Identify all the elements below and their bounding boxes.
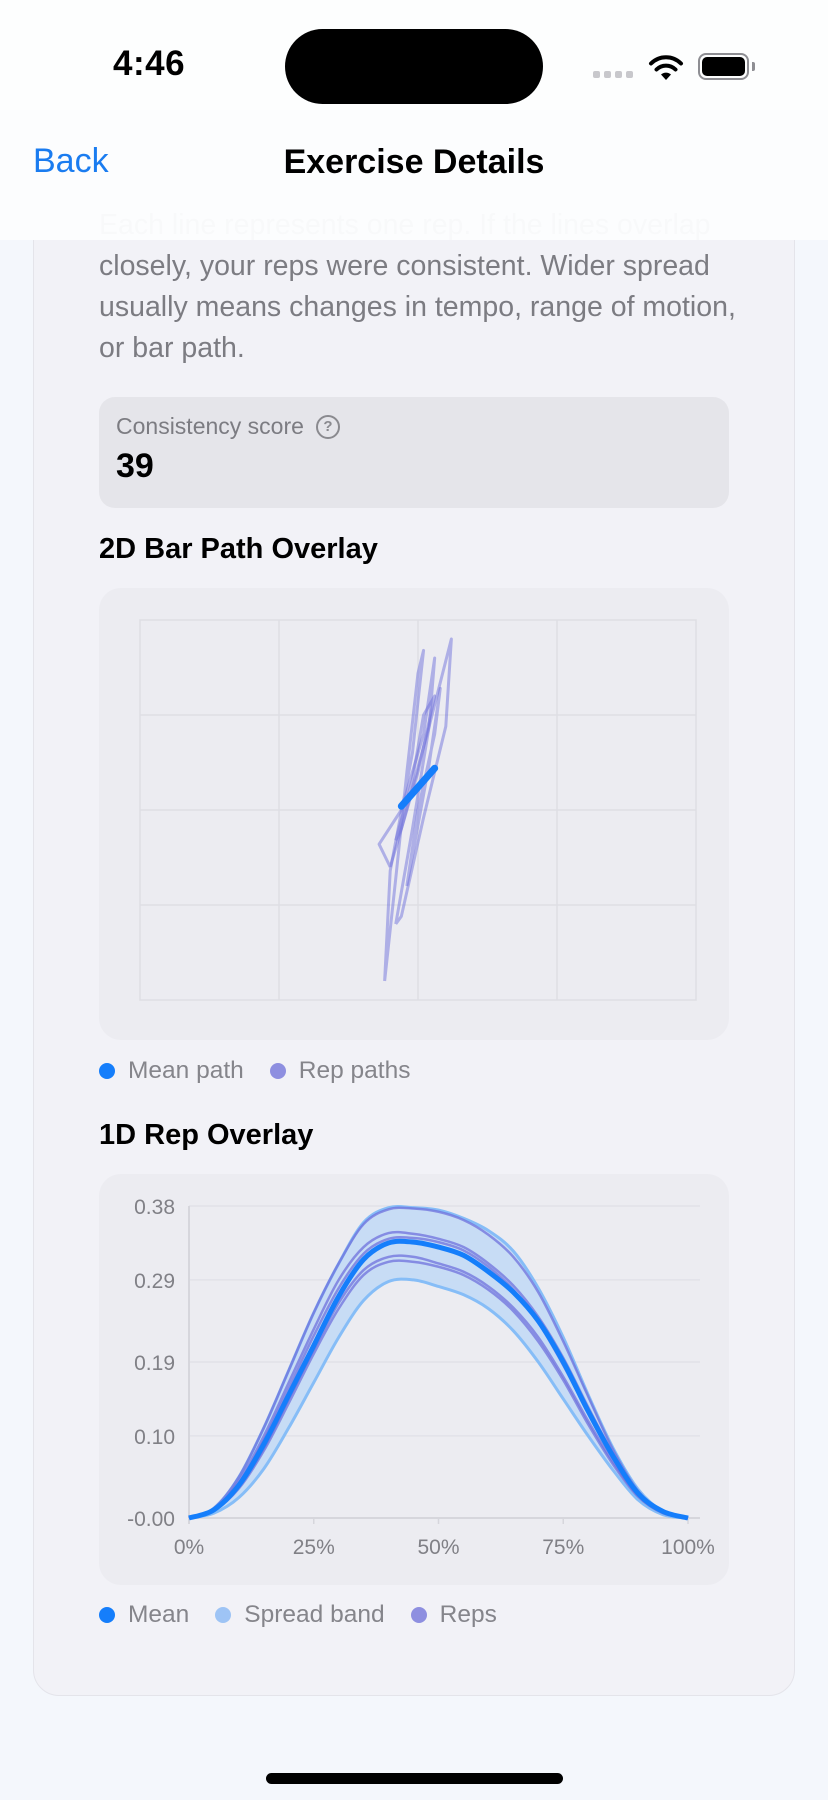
svg-text:50%: 50%	[417, 1536, 459, 1559]
legend-mean-path: Mean path	[99, 1057, 244, 1085]
svg-text:0.10: 0.10	[134, 1426, 175, 1449]
mean-dot-icon	[99, 1607, 115, 1623]
back-button[interactable]: Back	[33, 142, 109, 180]
battery-cap	[752, 62, 755, 71]
rep-overlay-chart: 0.38 0.29 0.19 0.10 -0.00 0% 25% 50% 75% 100%	[99, 1174, 729, 1585]
rep-path	[394, 694, 437, 842]
legend-spread-band: Spread band	[215, 1601, 385, 1629]
legend-label: Spread band	[244, 1601, 385, 1628]
rep-paths-dot-icon	[269, 1063, 286, 1079]
svg-text:0.19: 0.19	[134, 1352, 175, 1375]
nav-title: Exercise Details	[283, 143, 545, 181]
consistency-score-value: 39	[116, 447, 154, 485]
reps-dot-icon	[410, 1607, 427, 1623]
legend-label: Mean	[128, 1601, 190, 1628]
svg-text:25%: 25%	[293, 1536, 335, 1559]
bar-path-title: 2D Bar Path Overlay	[99, 533, 378, 565]
svg-text:0.38: 0.38	[134, 1196, 175, 1219]
bar-path-chart	[99, 588, 729, 1040]
rep-path	[394, 637, 453, 925]
legend-rep-paths: Rep paths	[269, 1057, 411, 1085]
legend-label: Reps	[439, 1601, 497, 1628]
status-bar: 4:46	[0, 0, 828, 110]
rep-line	[188, 1254, 689, 1520]
dynamic-island	[285, 29, 543, 104]
wifi-icon	[649, 55, 683, 80]
bar-path-legend: Mean path Rep paths	[99, 1057, 436, 1085]
bar-path-plot	[139, 619, 697, 1001]
band-lower	[188, 1277, 689, 1520]
mean-line	[188, 1238, 689, 1521]
rep-line	[188, 1259, 689, 1520]
legend-mean: Mean	[99, 1601, 189, 1629]
home-indicator[interactable]	[266, 1773, 563, 1784]
cellular-signal-icon	[593, 71, 633, 78]
battery-icon	[698, 53, 749, 80]
navigation-bar: Back Exercise Details	[0, 110, 828, 240]
svg-text:-0.00: -0.00	[127, 1508, 175, 1531]
svg-text:0%: 0%	[174, 1536, 204, 1559]
legend-reps: Reps	[410, 1601, 497, 1629]
rep-overlay-legend: Mean Spread band Reps	[99, 1601, 523, 1629]
svg-text:100%: 100%	[661, 1536, 715, 1559]
legend-label: Mean path	[128, 1057, 244, 1084]
consistency-score-box: Consistency score ? 39	[99, 397, 729, 508]
rep-line	[188, 1206, 689, 1520]
help-icon[interactable]: ?	[315, 414, 340, 439]
consistency-score-label: Consistency score	[116, 413, 304, 439]
mean-path	[397, 764, 439, 810]
rep-overlay-title: 1D Rep Overlay	[99, 1119, 314, 1151]
svg-text:0.29: 0.29	[134, 1270, 175, 1293]
consistency-score-label-row: Consistency score ?	[116, 413, 340, 440]
rep-path	[405, 686, 442, 887]
svg-text:75%: 75%	[542, 1536, 584, 1559]
status-time: 4:46	[113, 44, 186, 83]
rep-overlay-plot: 0.38 0.29 0.19 0.10 -0.00 0% 25% 50% 75% 100%	[127, 1196, 715, 1559]
mean-path-dot-icon	[99, 1063, 115, 1079]
spread-band-dot-icon	[215, 1607, 232, 1623]
legend-label: Rep paths	[298, 1057, 411, 1084]
